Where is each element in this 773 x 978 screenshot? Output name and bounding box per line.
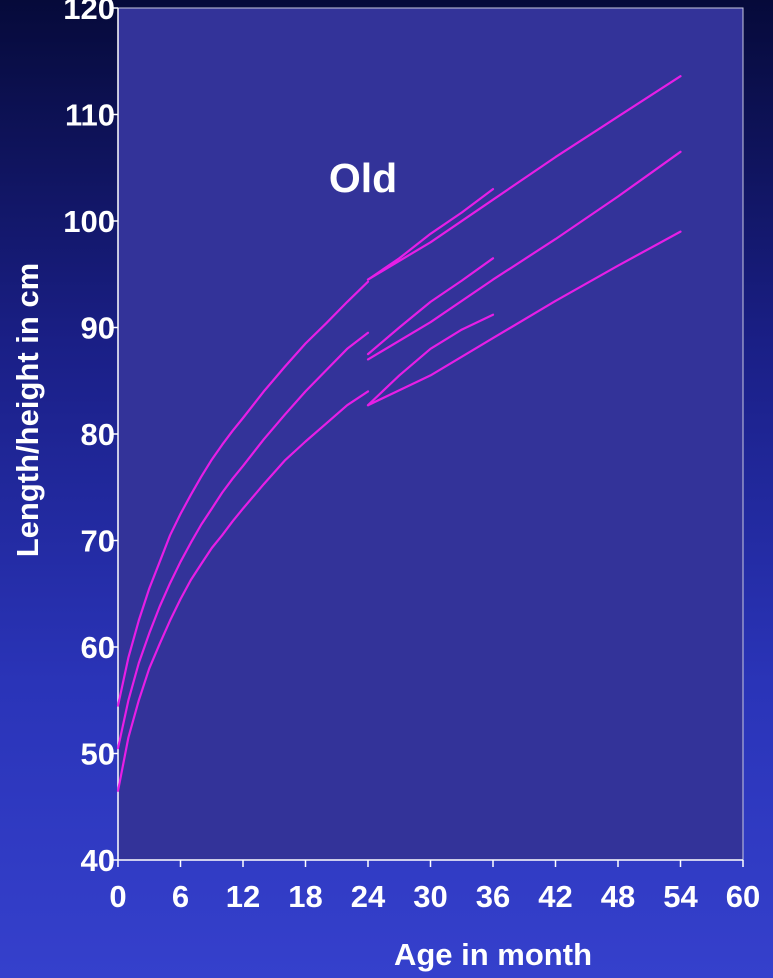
x-tick-label: 30 — [413, 879, 447, 914]
series-line-9 — [366, 230, 682, 407]
x-tick-label: 48 — [601, 879, 635, 914]
series-line-3 — [366, 75, 682, 281]
y-tick-label: 110 — [65, 98, 115, 133]
y-axis-title: Length/height in cm — [10, 263, 45, 558]
y-tick-label: 50 — [81, 737, 115, 772]
chart-annotation: Old — [329, 155, 397, 201]
axes — [112, 7, 744, 867]
x-axis-title: Age in month — [394, 937, 592, 972]
y-tick-label: 90 — [81, 311, 115, 346]
y-tick-label: 100 — [63, 204, 115, 239]
x-tick-label: 0 — [109, 879, 126, 914]
x-tick-label: 12 — [226, 879, 260, 914]
tick-labels: 40 50 60 70 80 90 100 110 120 0 6 12 18 24 30 36 42 48 54 6… — [63, 0, 760, 914]
y-tick-label: 120 — [63, 0, 115, 26]
x-tick-label: 36 — [476, 879, 510, 914]
series-line-1 — [116, 280, 370, 707]
series-line-2 — [366, 188, 495, 281]
series-line-5 — [366, 257, 495, 356]
series-line-7 — [116, 390, 370, 792]
x-tick-label: 18 — [288, 879, 322, 914]
y-tick-label: 80 — [81, 417, 115, 452]
x-tick-label: 42 — [538, 879, 572, 914]
x-tick-label: 60 — [726, 879, 760, 914]
y-tick-label: 40 — [81, 843, 115, 878]
x-tick-label: 6 — [172, 879, 189, 914]
series-line-8 — [366, 313, 495, 407]
series-line-6 — [366, 150, 682, 361]
x-tick-label: 54 — [663, 879, 698, 914]
series-lines — [116, 75, 682, 792]
series-line-4 — [116, 331, 370, 750]
plot-area — [117, 7, 744, 861]
y-tick-label: 70 — [81, 524, 115, 559]
x-tick-label: 24 — [351, 879, 386, 914]
y-tick-label: 60 — [81, 630, 115, 665]
